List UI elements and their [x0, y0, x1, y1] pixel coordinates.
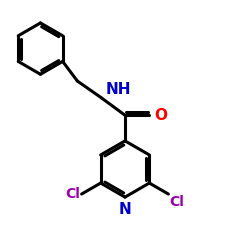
Text: Cl: Cl [66, 187, 80, 201]
Text: O: O [154, 108, 167, 123]
Text: Cl: Cl [170, 195, 184, 209]
Text: N: N [119, 202, 132, 218]
Text: NH: NH [106, 82, 131, 97]
